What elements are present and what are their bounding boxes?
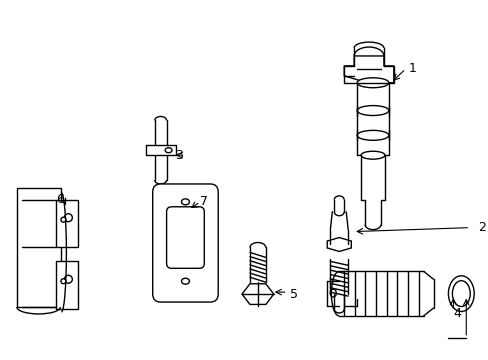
- Ellipse shape: [181, 278, 189, 284]
- Text: 4: 4: [452, 307, 460, 320]
- Polygon shape: [326, 238, 350, 251]
- FancyBboxPatch shape: [166, 207, 204, 268]
- Text: 3: 3: [175, 149, 183, 162]
- Text: 5: 5: [289, 288, 297, 301]
- Bar: [17, 188, 61, 307]
- Ellipse shape: [356, 78, 388, 88]
- Text: 2: 2: [477, 221, 485, 234]
- Text: 1: 1: [408, 62, 416, 75]
- Ellipse shape: [330, 289, 336, 297]
- Ellipse shape: [181, 199, 189, 205]
- Polygon shape: [344, 56, 393, 83]
- FancyBboxPatch shape: [152, 184, 218, 302]
- Ellipse shape: [451, 281, 469, 306]
- Ellipse shape: [447, 276, 473, 311]
- Ellipse shape: [165, 148, 172, 153]
- Ellipse shape: [61, 279, 66, 284]
- Polygon shape: [242, 284, 273, 305]
- Bar: [56, 261, 78, 309]
- Text: 6: 6: [56, 193, 64, 206]
- Bar: [56, 200, 78, 247]
- Text: 7: 7: [200, 195, 208, 208]
- Ellipse shape: [360, 151, 384, 159]
- Ellipse shape: [356, 105, 388, 116]
- Ellipse shape: [64, 214, 72, 222]
- Ellipse shape: [64, 275, 72, 283]
- Ellipse shape: [356, 130, 388, 140]
- Ellipse shape: [61, 217, 66, 222]
